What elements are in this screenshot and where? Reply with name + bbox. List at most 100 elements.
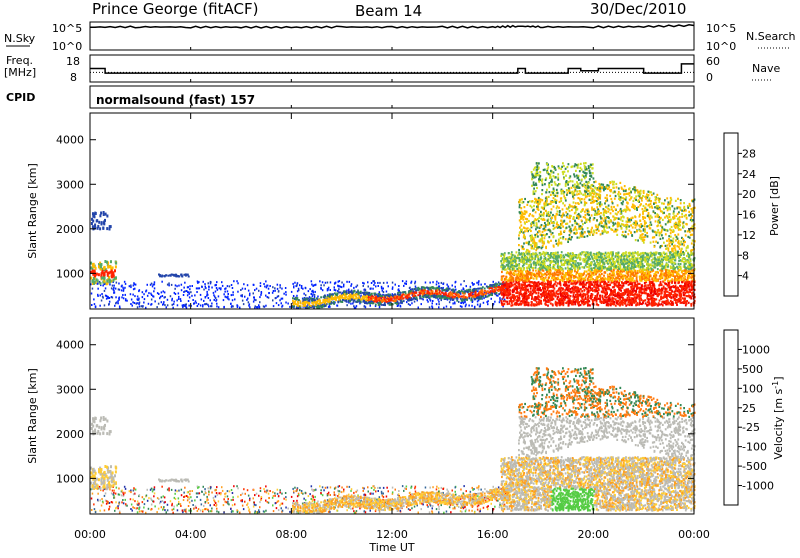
power-cell <box>312 290 314 292</box>
power-cell <box>162 304 164 306</box>
power-cell <box>392 286 394 288</box>
power-cell <box>390 296 392 298</box>
power-cell <box>538 264 540 266</box>
power-cell <box>231 294 233 296</box>
power-cell <box>640 294 642 296</box>
power-cell <box>106 227 108 230</box>
power-cell <box>458 296 460 298</box>
power-cell <box>386 299 388 301</box>
power-cell <box>448 298 450 300</box>
power-cell <box>508 252 510 254</box>
power-cell <box>341 286 343 288</box>
power-cell <box>325 302 327 304</box>
power-cell <box>158 274 160 276</box>
power-cell <box>559 279 561 281</box>
power-cell <box>550 252 552 254</box>
power-cell <box>154 281 156 283</box>
power-cell <box>627 278 629 280</box>
power-cell <box>388 295 390 297</box>
power-cell <box>113 279 115 282</box>
power-cell <box>659 256 661 258</box>
power-cell <box>614 281 616 283</box>
power-cell <box>539 260 541 262</box>
power-cell <box>350 303 352 305</box>
power-cell <box>180 300 182 302</box>
power-cell <box>101 300 103 302</box>
power-cell <box>460 296 462 298</box>
power-cell <box>97 227 99 230</box>
power-cell <box>675 259 677 261</box>
power-cell <box>186 290 188 292</box>
power-cell <box>253 284 255 286</box>
power-cell <box>328 287 330 289</box>
power-cell <box>163 290 165 292</box>
power-cell <box>334 295 336 297</box>
power-cell <box>374 293 376 295</box>
power-cell <box>101 293 103 295</box>
power-cell <box>433 287 435 289</box>
power-cell <box>161 281 163 283</box>
power-cell <box>540 278 542 280</box>
power-cell <box>201 298 203 300</box>
power-cell <box>240 295 242 297</box>
power-cell <box>339 292 341 294</box>
power-cell <box>119 297 121 299</box>
freq-series <box>90 64 694 73</box>
power-cell <box>602 298 604 300</box>
power-cell <box>644 299 646 301</box>
power-cell <box>555 301 557 303</box>
power-cell <box>500 300 502 302</box>
power-cell <box>570 295 572 297</box>
power-cell <box>161 301 163 303</box>
power-cell <box>620 290 622 292</box>
power-cell <box>260 285 262 287</box>
power-cell <box>189 296 191 298</box>
power-cell <box>429 282 431 284</box>
power-cell <box>592 258 594 260</box>
power-cell <box>651 259 653 261</box>
power-cell <box>404 282 406 284</box>
power-cell <box>571 255 573 257</box>
power-cell <box>601 273 603 275</box>
power-cell <box>548 258 550 260</box>
power-cell <box>605 252 607 254</box>
power-cell <box>227 296 229 298</box>
power-cell <box>553 279 555 281</box>
power-cell <box>239 307 241 309</box>
power-cell <box>329 301 331 303</box>
power-cell <box>460 305 462 307</box>
power-cell <box>279 287 281 289</box>
power-cell <box>112 266 114 269</box>
power-cell <box>299 306 301 308</box>
power-cell <box>406 295 408 297</box>
power-cell <box>210 281 212 283</box>
power-cell <box>229 285 231 287</box>
power-cell <box>105 287 107 289</box>
power-cell <box>460 284 462 286</box>
power-cell <box>268 288 270 290</box>
power-cell <box>96 220 98 223</box>
power-cell <box>104 272 106 275</box>
nave-tick-lo: 0 <box>706 71 713 84</box>
power-cell <box>574 303 576 305</box>
power-cell <box>322 281 324 283</box>
power-cell <box>123 288 125 290</box>
power-cell <box>383 282 385 284</box>
power-cell <box>490 290 492 292</box>
power-cell <box>108 303 110 305</box>
power-cell <box>218 306 220 308</box>
power-cell <box>176 275 178 277</box>
power-cell <box>317 296 319 298</box>
power-cell <box>362 282 364 284</box>
power-cell <box>607 274 609 276</box>
power-cell <box>489 288 491 290</box>
power-cell <box>302 288 304 290</box>
power-cell <box>432 302 434 304</box>
power-cell <box>502 275 504 277</box>
power-cell <box>456 292 458 294</box>
power-cell <box>472 282 474 284</box>
power-cell <box>672 294 674 296</box>
power-cell <box>279 299 281 301</box>
power-cell <box>615 298 617 300</box>
